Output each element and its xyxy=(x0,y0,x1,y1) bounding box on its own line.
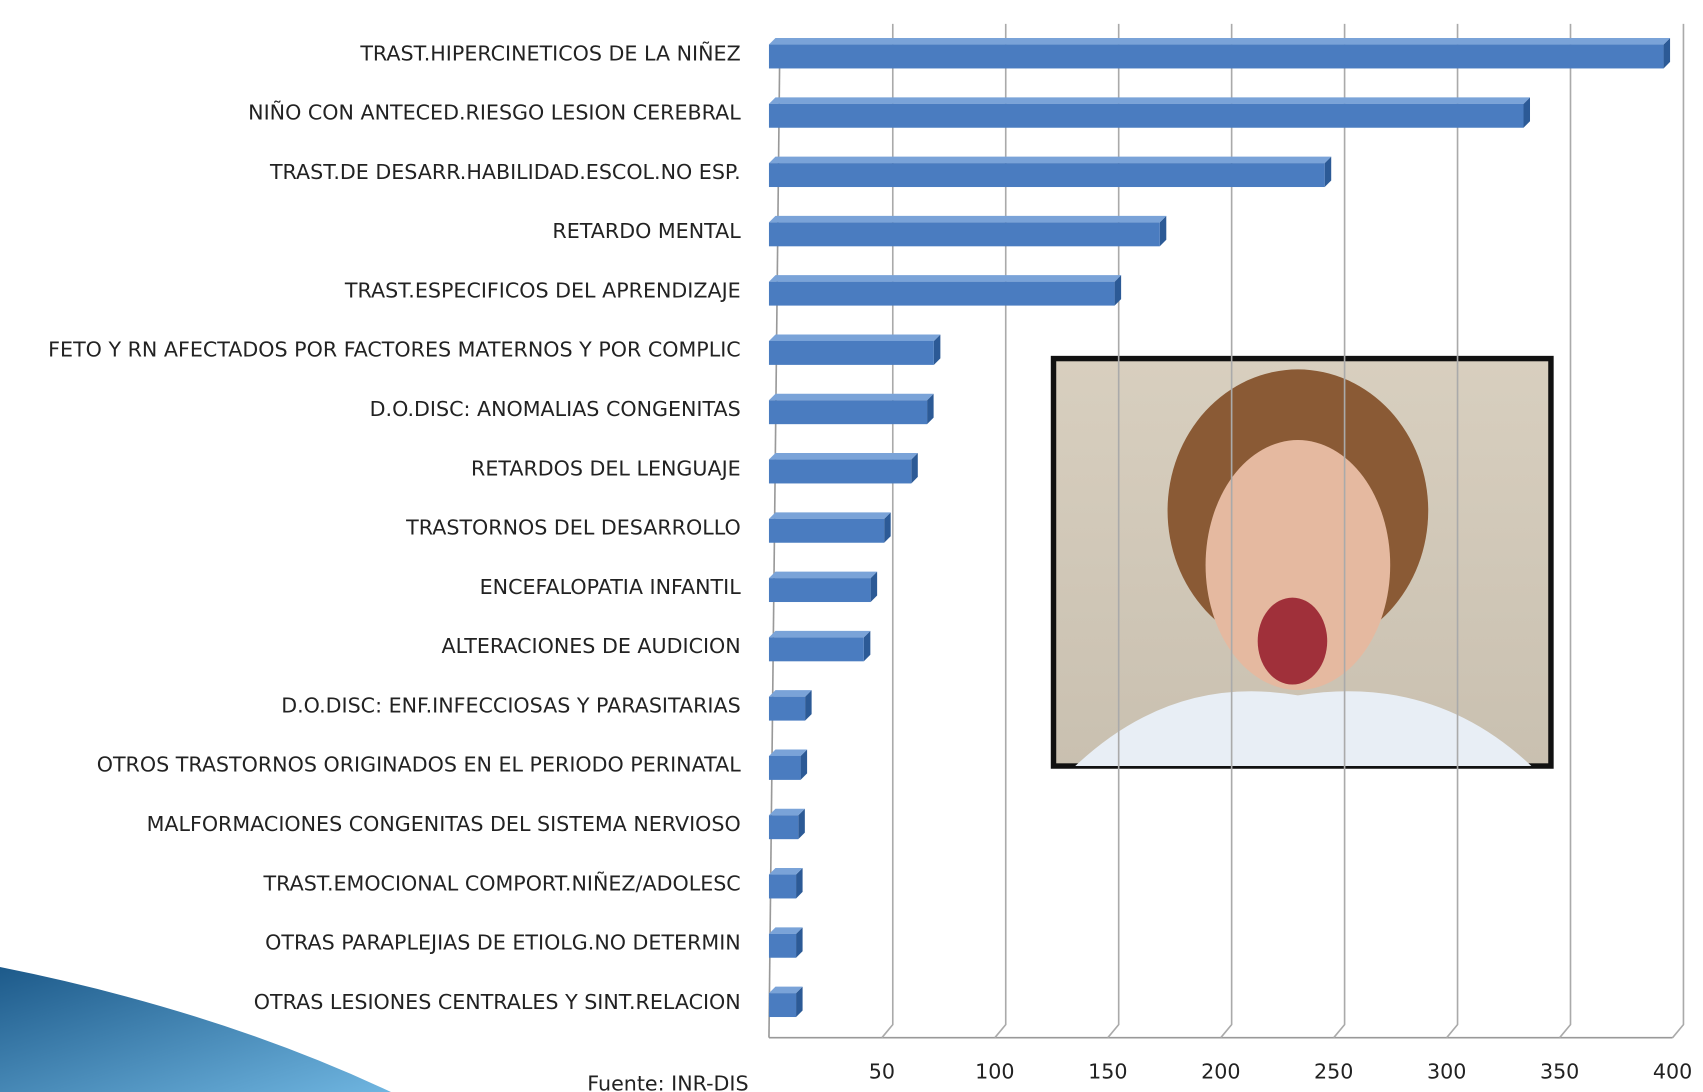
bar-top xyxy=(769,690,812,697)
grid-line xyxy=(1673,24,1684,1038)
bar xyxy=(769,697,805,721)
chart: Fuente: INR-DIS 50 100 150 200 250 300 350 400 T… xyxy=(0,0,1703,1092)
y-tick-label: RETARDOS DEL LENGUAJE xyxy=(471,456,741,480)
bar-top xyxy=(769,38,1670,45)
y-tick-label: ENCEFALOPATIA INFANTIL xyxy=(480,575,742,599)
bar xyxy=(769,104,1524,128)
x-tick-label: 250 xyxy=(1314,1059,1353,1083)
bar xyxy=(769,815,798,839)
bar-top xyxy=(769,572,877,579)
bar xyxy=(769,282,1115,306)
x-tick-label: 100 xyxy=(975,1059,1014,1083)
y-tick-label: OTRAS PARAPLEJIAS DE ETIOLG.NO DETERMIN xyxy=(265,931,741,955)
y-tick-label: MALFORMACIONES CONGENITAS DEL SISTEMA NE… xyxy=(147,812,741,836)
y-tick-label: TRAST.EMOCIONAL COMPORT.NIÑEZ/ADOLESC xyxy=(263,869,741,895)
bar xyxy=(769,400,927,424)
bar xyxy=(769,460,911,484)
bar-top xyxy=(769,512,891,519)
bar-top xyxy=(769,97,1530,104)
decor-swoosh xyxy=(0,967,391,1092)
grid-line xyxy=(1560,24,1571,1038)
bar-top xyxy=(769,394,934,401)
x-tick-label: 200 xyxy=(1201,1059,1240,1083)
bar xyxy=(769,519,884,543)
y-tick-label: ALTERACIONES DE AUDICION xyxy=(442,634,741,658)
source-note: Fuente: INR-DIS xyxy=(587,1071,748,1092)
y-tick-label: TRAST.DE DESARR.HABILIDAD.ESCOL.NO ESP. xyxy=(269,160,741,184)
bar xyxy=(769,45,1664,69)
y-tick-label: D.O.DISC: ANOMALIAS CONGENITAS xyxy=(370,397,741,421)
x-tick-label: 350 xyxy=(1540,1059,1579,1083)
bar xyxy=(769,578,871,602)
y-tick-label: NIÑO CON ANTECED.RIESGO LESION CEREBRAL xyxy=(248,99,741,125)
bar xyxy=(769,993,796,1017)
photo xyxy=(1054,359,1551,766)
x-tick-label: 150 xyxy=(1088,1059,1127,1083)
bar-top xyxy=(769,216,1166,223)
y-tick-label: OTROS TRASTORNOS ORIGINADOS EN EL PERIOD… xyxy=(97,753,741,777)
y-tick-label: OTRAS LESIONES CENTRALES Y SINT.RELACION xyxy=(254,990,741,1014)
y-tick-label: TRAST.HIPERCINETICOS DE LA NIÑEZ xyxy=(359,39,740,65)
bar-top xyxy=(769,275,1121,282)
bar xyxy=(769,163,1325,187)
x-tick-label: 300 xyxy=(1427,1059,1466,1083)
bar xyxy=(769,637,864,661)
y-tick-label: TRAST.ESPECIFICOS DEL APRENDIZAJE xyxy=(344,278,741,302)
x-tick-label: 400 xyxy=(1653,1059,1692,1083)
x-tick-label: 50 xyxy=(869,1059,895,1083)
y-tick-label: RETARDO MENTAL xyxy=(552,219,741,243)
bar-top xyxy=(769,157,1331,164)
bar-top xyxy=(769,631,870,638)
y-tick-label: FETO Y RN AFECTADOS POR FACTORES MATERNO… xyxy=(48,338,741,362)
bar xyxy=(769,756,801,780)
bar xyxy=(769,222,1160,246)
bar-top xyxy=(769,334,940,341)
bar xyxy=(769,875,796,899)
bar-top xyxy=(769,749,807,756)
y-tick-label: D.O.DISC: ENF.INFECCIOSAS Y PARASITARIAS xyxy=(281,693,740,717)
bar xyxy=(769,934,796,958)
bar xyxy=(769,341,934,365)
y-tick-label: TRASTORNOS DEL DESARROLLO xyxy=(405,516,741,540)
bar-top xyxy=(769,453,918,460)
